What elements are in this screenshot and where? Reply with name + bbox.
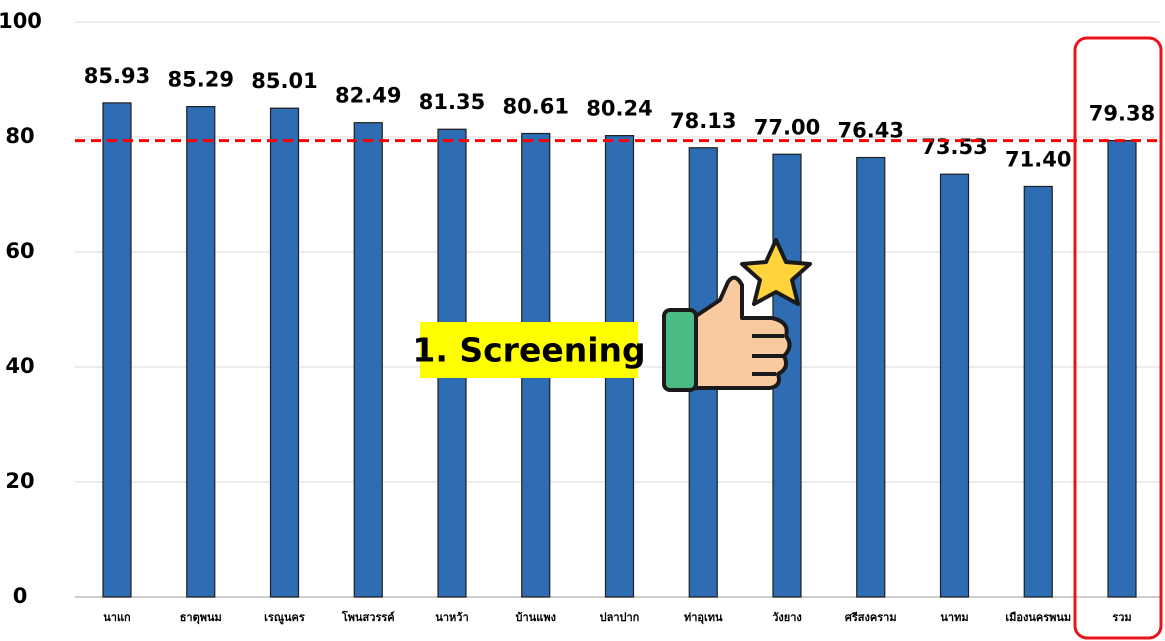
x-tick-label: ธาตุพนม: [180, 611, 222, 625]
x-tick-label: ท่าอุเทน: [684, 611, 723, 625]
x-tick-label: นาแก: [103, 611, 131, 624]
highlight-box: [1073, 36, 1163, 640]
x-tick-label: ปลาปาก: [600, 611, 640, 624]
thumbs-up-icon: [662, 238, 812, 392]
value-label: 85.93: [84, 64, 150, 88]
value-label: 73.53: [921, 135, 987, 159]
value-label: 80.61: [503, 94, 569, 118]
bar: [856, 156, 886, 598]
y-tick-label: 0: [13, 584, 28, 608]
bar: [269, 107, 300, 598]
x-tick-label: นาทม: [940, 611, 968, 624]
value-label: 71.40: [1005, 147, 1071, 171]
value-label: 76.43: [838, 119, 904, 143]
bar: [939, 173, 970, 598]
value-label: 81.35: [419, 90, 485, 114]
annotation: 1. Screening: [412, 331, 645, 370]
x-tick-label: นาหว้า: [435, 611, 468, 624]
x-tick-label: โพนสวรรค์: [341, 610, 395, 624]
value-label: 82.49: [335, 84, 401, 108]
x-tick-label: เรณูนคร: [264, 611, 305, 625]
value-label: 77.00: [754, 115, 820, 139]
y-tick-label: 20: [5, 469, 34, 493]
value-label: 79.38: [1089, 102, 1155, 126]
bar: [102, 102, 132, 598]
bar: [1107, 139, 1137, 598]
x-tick-label: รวม: [1112, 611, 1131, 624]
y-tick-label: 100: [0, 9, 42, 33]
value-label: 85.29: [168, 68, 234, 92]
x-tick-label: วังยาง: [772, 611, 802, 624]
bar: [1023, 185, 1053, 598]
value-label: 80.24: [586, 97, 652, 121]
y-tick-label: 40: [5, 354, 34, 378]
annotation-bg: [420, 322, 638, 378]
y-tick-label: 80: [5, 124, 34, 148]
x-tick-label: ศรีสงคราม: [845, 611, 897, 624]
chart-base: 0 20 40 60 80 100 นาแก ธาตุพนม เรณูนคร โพนสวรรค์ น…: [0, 9, 1160, 625]
bar: [353, 122, 383, 598]
bar: [186, 105, 216, 598]
x-tick-label: เมืองนครพนม: [1005, 611, 1071, 624]
x-tick-label: บ้านแพง: [516, 611, 556, 624]
value-label: 78.13: [670, 109, 736, 133]
y-tick-label: 60: [5, 239, 34, 263]
value-label: 85.01: [251, 69, 317, 93]
